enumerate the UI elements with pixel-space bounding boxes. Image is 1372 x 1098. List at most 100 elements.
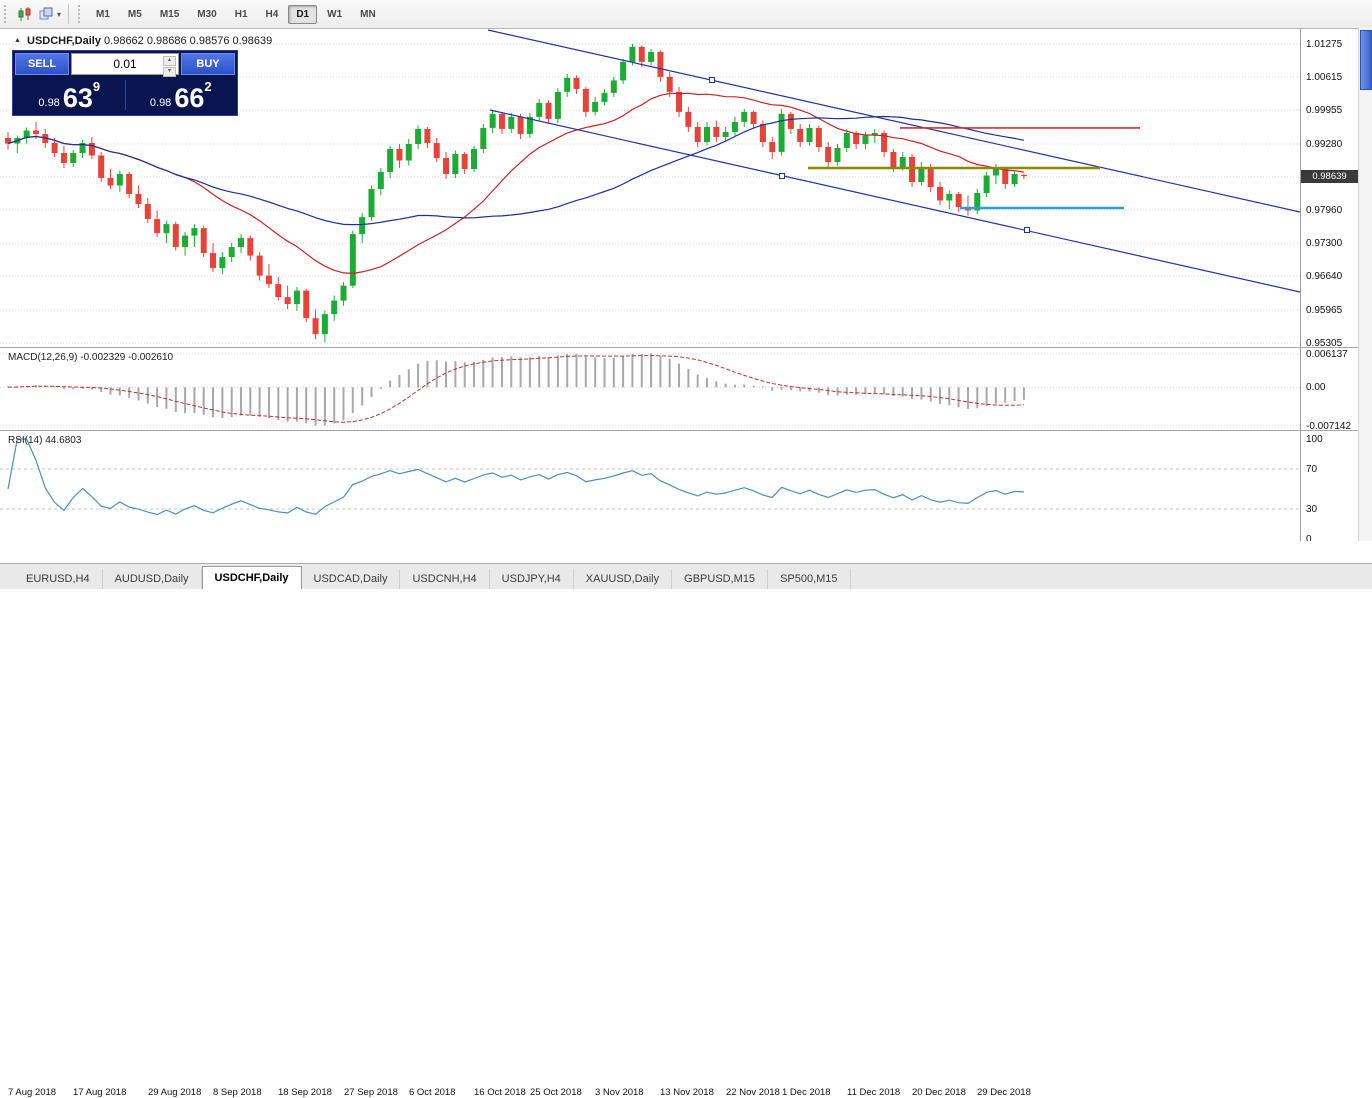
scrollbar-thumb[interactable] (1360, 30, 1372, 90)
lot-steppers: ▴ ▾ (163, 56, 176, 77)
rsi-label: RSI(14) 44.6803 (8, 435, 82, 446)
trendline-handle[interactable] (709, 77, 715, 83)
tab-usdcad-daily[interactable]: USDCAD,Daily (302, 569, 401, 589)
chevron-down-icon[interactable]: ▾ (57, 9, 62, 19)
lot-size-value: 0.01 (113, 57, 137, 71)
price-axis-label: 0.95965 (1306, 304, 1343, 316)
date-axis-label: 17 Aug 2018 (73, 1087, 127, 1098)
lot-size-field[interactable]: 0.01 ▴ ▾ (71, 53, 179, 77)
macd-histogram (7, 353, 1025, 426)
date-axis-label: 7 Aug 2018 (8, 1087, 57, 1098)
timeframe-button-h1[interactable]: H1 (234, 8, 248, 20)
date-axis-label: 27 Sep 2018 (344, 1087, 398, 1098)
price-axis-label: 1.00615 (1306, 72, 1343, 84)
macd-panel[interactable] (0, 348, 1300, 430)
sell-price-main: 63 (62, 83, 93, 113)
buy-price[interactable]: 0.98 66 2 (127, 77, 236, 113)
date-axis-label: 13 Nov 2018 (660, 1087, 714, 1098)
timeframe-buttons: M1 M5 M15 M30 H1 H4 D1 W1 MN (87, 4, 385, 24)
trendlines (487, 29, 1300, 293)
rsi-line (7, 438, 1024, 516)
price-axis-label: 1.01275 (1306, 39, 1343, 51)
buy-price-main: 66 (174, 83, 205, 113)
vertical-scrollbar (1358, 28, 1372, 541)
date-axis-label: 29 Aug 2018 (148, 1087, 202, 1098)
rsi-axis-label: 0 (1306, 534, 1312, 545)
sell-price-pip: 9 (92, 79, 101, 94)
ma-fast-line (7, 92, 1024, 275)
trendline-handle[interactable] (779, 173, 785, 179)
price-axis-border (1300, 28, 1301, 541)
timeframe-button-m5[interactable]: M5 (127, 8, 142, 20)
one-click-trading-panel: SELL 0.01 ▴ ▾ BUY 0.98 63 9 0.98 66 2 (12, 50, 238, 116)
symbol-marker-icon: ▲ (14, 37, 21, 44)
current-price-badge: 0.98639 (1301, 170, 1358, 184)
toolbar-grip (4, 5, 9, 23)
price-axis-label: 0.99280 (1306, 138, 1343, 150)
date-axis-label: 1 Dec 2018 (782, 1087, 831, 1098)
chart-ohlc-values: 0.98662 0.98686 0.98576 0.98639 (104, 35, 273, 47)
price-axis-label: 0.97960 (1306, 205, 1343, 217)
macd-rsi-separator[interactable] (0, 430, 1372, 431)
date-axis-label: 22 Nov 2018 (726, 1087, 780, 1098)
top-toolbar: ▾ M1 M5 M15 M30 H1 H4 D1 W1 MN (0, 0, 1372, 29)
rsi-axis-label: 30 (1306, 504, 1318, 515)
ma-slow-line (7, 115, 1025, 226)
price-axis-label: 0.97300 (1306, 238, 1343, 250)
lot-increase-button[interactable]: ▴ (163, 56, 176, 66)
buy-button[interactable]: BUY (181, 53, 235, 75)
date-axis-label: 8 Sep 2018 (213, 1087, 262, 1098)
indicators-dropdown-icon[interactable] (36, 4, 56, 24)
buy-price-prefix: 0.98 (149, 97, 172, 109)
price-axis-label: 0.95305 (1306, 337, 1343, 349)
timeframe-button-h4[interactable]: H4 (265, 8, 279, 20)
tab-usdcnh-h4[interactable]: USDCNH,H4 (400, 569, 490, 589)
rsi-panel[interactable] (0, 431, 1300, 541)
timeframe-button-mn[interactable]: MN (360, 8, 376, 20)
macd-axis-label: 0.00 (1306, 382, 1326, 394)
sell-price-prefix: 0.98 (38, 97, 60, 109)
sell-price[interactable]: 0.98 63 9 (15, 77, 124, 113)
tab-audusd-daily[interactable]: AUDUSD,Daily (103, 569, 202, 589)
price-axis-label: 0.99955 (1306, 105, 1343, 117)
chart-symbol-label: USDCHF,Daily (27, 35, 101, 47)
macd-label: MACD(12,26,9) -0.002329 -0.002610 (8, 352, 174, 363)
tab-usdchf-daily[interactable]: USDCHF,Daily (201, 566, 302, 589)
toolbar-separator (68, 4, 70, 24)
sell-button[interactable]: SELL (15, 53, 69, 75)
candlestick-chart-icon[interactable] (14, 4, 34, 24)
buy-price-pip: 2 (204, 79, 212, 94)
date-axis-label: 16 Oct 2018 (474, 1087, 526, 1098)
chart-title: ▲ USDCHF,Daily 0.98662 0.98686 0.98576 0… (14, 35, 272, 47)
toolbar-grip-2 (78, 5, 83, 23)
price-axis-label: 0.96640 (1306, 271, 1343, 283)
lot-decrease-button[interactable]: ▾ (163, 67, 176, 77)
date-axis[interactable]: 7 Aug 2018 17 Aug 2018 29 Aug 2018 8 Sep 20… (0, 541, 1372, 1098)
tab-usdjpy-h4[interactable]: USDJPY,H4 (490, 569, 574, 589)
tab-sp500-m15[interactable]: SP500,M15 (768, 569, 851, 589)
rsi-axis-label: 100 (1306, 434, 1323, 445)
date-axis-label: 11 Dec 2018 (847, 1087, 901, 1098)
tab-eurusd-h4[interactable]: EURUSD,H4 (14, 569, 103, 589)
timeframe-button-m30[interactable]: M30 (197, 8, 217, 20)
date-axis-label: 25 Oct 2018 (530, 1087, 582, 1098)
chart-tab-bar: EURUSD,H4 AUDUSD,Daily USDCHF,Daily USDCAD,… (0, 563, 1372, 589)
date-axis-label: 3 Nov 2018 (595, 1087, 644, 1098)
date-axis-label: 6 Oct 2018 (409, 1087, 456, 1098)
date-axis-label: 29 Dec 2018 (977, 1087, 1031, 1098)
date-axis-label: 20 Dec 2018 (912, 1087, 966, 1098)
date-axis-label: 18 Sep 2018 (278, 1087, 332, 1098)
macd-axis-label: 0.006137 (1306, 349, 1348, 360)
timeframe-button-w1[interactable]: W1 (327, 8, 343, 20)
macd-signal-line (7, 355, 1024, 423)
timeframe-button-m1[interactable]: M1 (96, 8, 110, 20)
tab-xauusd-daily[interactable]: XAUUSD,Daily (574, 569, 673, 589)
rsi-axis-label: 70 (1306, 464, 1318, 475)
chart-macd-separator[interactable] (0, 347, 1372, 348)
timeframe-button-d1[interactable]: D1 (288, 4, 318, 24)
macd-axis-label: -0.007142 (1306, 421, 1352, 432)
timeframe-button-m15[interactable]: M15 (159, 8, 180, 20)
tab-gbpusd-m15[interactable]: GBPUSD,M15 (672, 569, 769, 589)
trendline-handle[interactable] (1024, 227, 1030, 233)
trade-panel-divider (124, 80, 126, 110)
